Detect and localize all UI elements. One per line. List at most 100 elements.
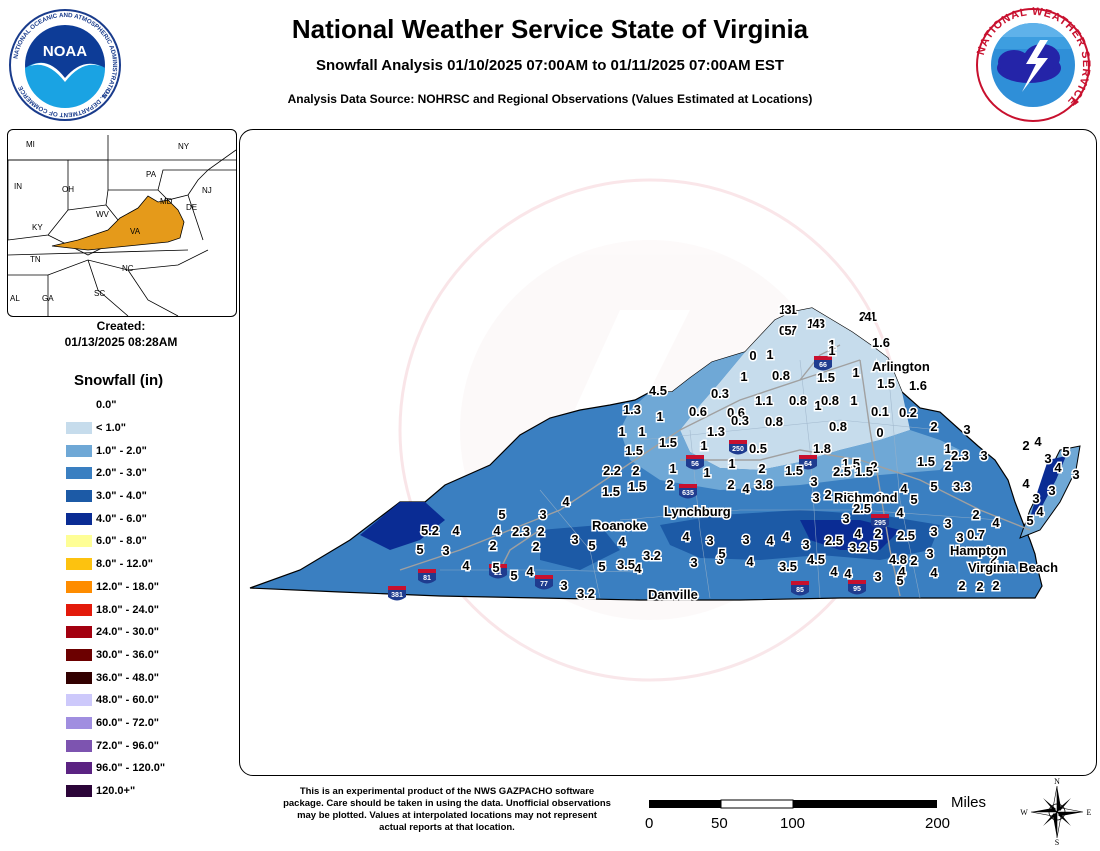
snowfall-value: 4 (1022, 476, 1030, 491)
snowfall-value: 4 (746, 554, 754, 569)
legend-label: 30.0" - 36.0" (96, 648, 160, 661)
legend-item: 18.0" - 24.0" (66, 598, 165, 621)
city-label: Danville (648, 587, 698, 602)
legend-swatch (66, 626, 92, 639)
nws-logo: NATIONAL WEATHER SERVICE (974, 6, 1092, 124)
interstate-shield: 250 (729, 440, 747, 455)
snowfall-legend: 0.0" < 1.0" 1.0" - 2.0" 2.0" - 3.0" 3.0" - 4… (66, 394, 165, 802)
snowfall-value: 4 (618, 534, 626, 549)
snowfall-value: 0.3 (731, 413, 749, 428)
snowfall-value: 4 (452, 523, 460, 538)
snowfall-value: 2 (870, 459, 877, 474)
snowfall-value: 2 (874, 526, 881, 541)
snowfall-value: 1.5 (855, 464, 873, 479)
snowfall-value: 1.5 (917, 454, 935, 469)
legend-label: 72.0" - 96.0" (96, 739, 160, 752)
city-label: Hampton (950, 543, 1006, 558)
inset-label-sc: SC (94, 289, 105, 298)
legend-swatch (66, 603, 92, 616)
snowfall-value: 4.5 (807, 552, 825, 567)
snowfall-value: 3 (926, 546, 933, 561)
legend-item: 3.0" - 4.0" (66, 485, 165, 508)
snowfall-value: 0.1 (871, 404, 889, 419)
snowfall-value: 0.8 (789, 393, 807, 408)
inset-label-mi: MI (26, 140, 35, 149)
snowfall-value: 2 (944, 458, 951, 473)
snowfall-value: 2 (972, 507, 979, 522)
snowfall-value: 1 (638, 424, 645, 439)
snowfall-value: 5 (718, 546, 725, 561)
snowfall-value: 2 (1022, 438, 1029, 453)
snowfall-value: 0 (876, 425, 883, 440)
scale-tick-200: 200 (925, 815, 951, 832)
inset-label-ga: GA (42, 294, 54, 303)
inset-label-nc: NC (122, 264, 134, 273)
snowfall-value: 4 (1054, 460, 1062, 475)
snowfall-value: 1 (828, 337, 835, 352)
snowfall-value: 1 (703, 465, 710, 480)
snowfall-value: 5 (416, 542, 423, 557)
inset-label-al: AL (10, 294, 20, 303)
interstate-shield: 66 (814, 356, 832, 371)
snowfall-value: 3 (706, 533, 713, 548)
interstate-shield: 635 (679, 484, 697, 499)
snowfall-value: 4 (898, 564, 906, 579)
snowfall-values: 1.10.7 1.3 2.11 1.60 1 11.51.61 0.8 11.514.5 0.3… (415, 301, 1081, 603)
snowfall-value: 2 (632, 463, 639, 478)
snowfall-value: 3 (784, 302, 791, 317)
snowfall-value: 5 (870, 539, 877, 554)
snowfall-value: 4 (782, 529, 790, 544)
snowfall-value: 3 (980, 448, 987, 463)
snowfall-value: 5 (896, 573, 903, 588)
legend-label: 4.0" - 6.0" (96, 512, 147, 525)
snowfall-value: 4 (830, 564, 838, 579)
legend-title: Snowfall (in) (74, 372, 164, 389)
compass-n: N (1054, 777, 1060, 786)
locator-inset-map: MI NY PA OH IN NJ MD DE WV KY VA TN NC A… (7, 129, 237, 317)
interstate-shield: 81 (418, 569, 436, 584)
snowfall-value: 3 (876, 490, 883, 505)
snowfall-value: 4 (742, 481, 750, 496)
snowfall-value: 4 (493, 523, 501, 538)
city-label: Arlington (872, 359, 930, 374)
county-lines (440, 359, 1001, 599)
snowfall-value: 2 (727, 477, 734, 492)
snowfall-value: 3 (810, 474, 817, 489)
snowfall-value: 2.5 (825, 533, 843, 548)
page-title: National Weather Service State of Virgin… (291, 14, 809, 44)
snowfall-value: 2 (992, 578, 999, 593)
legend-swatch (66, 580, 92, 593)
svg-text:381: 381 (391, 592, 403, 599)
snowfall-value: 4 (462, 558, 470, 573)
disclaimer-text: This is an experimental product of the N… (283, 786, 611, 833)
snowfall-value: 4 (854, 526, 862, 541)
legend-item: 72.0" - 96.0" (66, 734, 165, 757)
snowfall-value: 4 (1036, 504, 1044, 519)
inset-label-ky: KY (32, 223, 43, 232)
snowfall-value: 1.1 (755, 393, 773, 408)
noaa-logo: NATIONAL OCEANIC AND ATMOSPHERIC ADMINIS… (8, 8, 122, 122)
snowfall-value: 3 (716, 552, 723, 567)
legend-label: 48.0" - 60.0" (96, 694, 160, 707)
legend-label: 36.0" - 48.0" (96, 671, 160, 684)
snowfall-value: 3 (560, 578, 567, 593)
snowfall-value: 3 (842, 511, 849, 526)
snowfall-value: 1.5 (877, 376, 895, 391)
interstate-shield: 295 (871, 514, 889, 529)
snowfall-value: 5 (910, 492, 917, 507)
inset-label-tn: TN (30, 255, 41, 264)
snowfall-value: 4 (1034, 434, 1042, 449)
legend-item: 2.0" - 3.0" (66, 462, 165, 485)
compass-s: S (1055, 838, 1059, 846)
snowfall-value: 2.1 (859, 309, 877, 324)
snowfall-value: 3.8 (755, 477, 773, 492)
legend-item: 6.0" - 8.0" (66, 530, 165, 553)
snowfall-value: 4 (634, 561, 642, 576)
snowfall-value: 1.5 (625, 443, 643, 458)
snowfall-value: 4 (896, 505, 904, 520)
snowfall-value: 5 (498, 507, 505, 522)
inset-label-md: MD (160, 197, 173, 206)
snowfall-value: 1.5 (628, 479, 646, 494)
inset-label-nj: NJ (202, 186, 212, 195)
city-label: Virginia Beach (968, 560, 1058, 575)
